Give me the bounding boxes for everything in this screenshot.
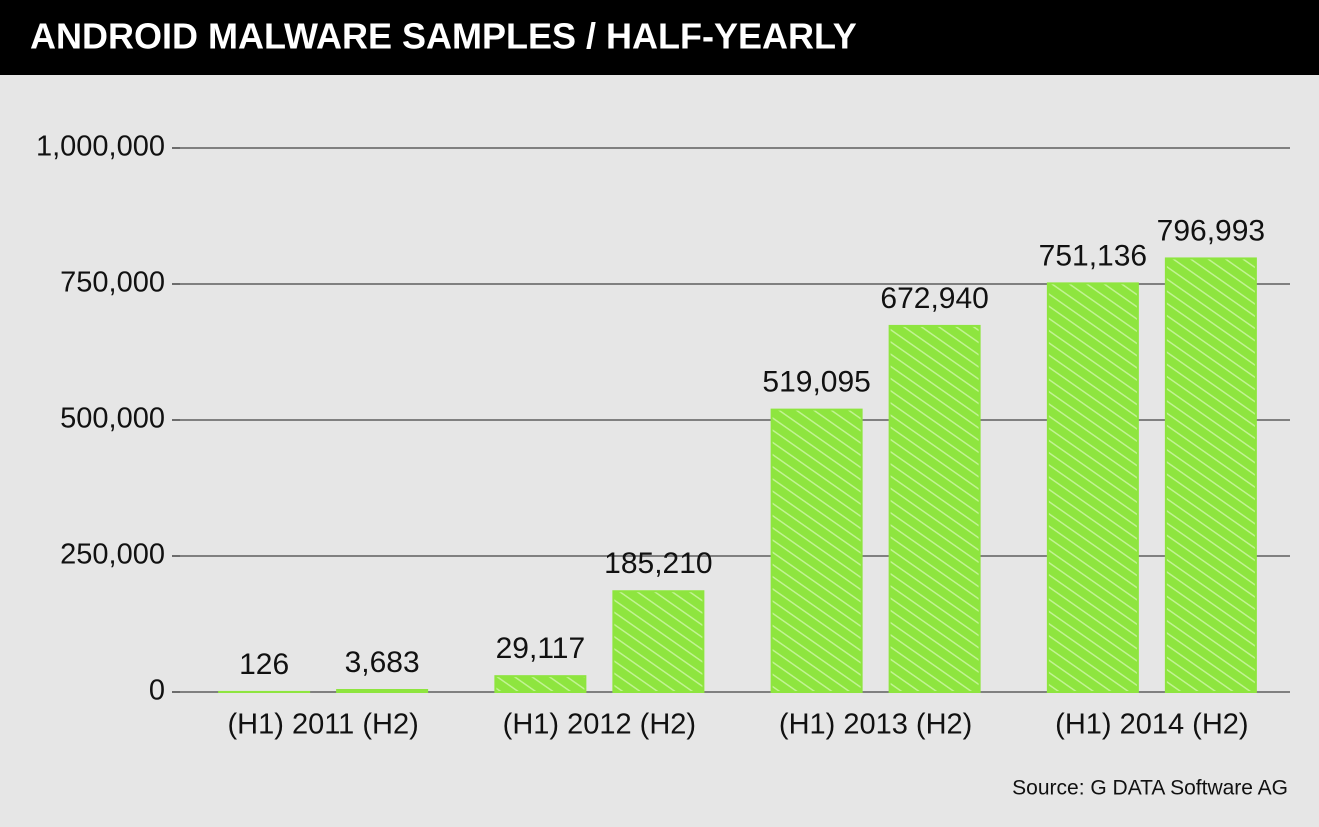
- x-tick-label: (H1) 2013 (H2): [779, 709, 972, 741]
- bar: [888, 324, 981, 693]
- bar: [770, 408, 863, 693]
- bar: [1046, 282, 1139, 693]
- x-tick-label: (H1) 2014 (H2): [1055, 709, 1248, 741]
- value-label: 29,117: [496, 632, 586, 665]
- chart-title: ANDROID MALWARE SAMPLES / HALF-YEARLY: [30, 16, 857, 57]
- value-label: 126: [239, 648, 289, 681]
- y-tick-label: 250,000: [60, 539, 165, 571]
- bar: [494, 675, 587, 693]
- bar: [336, 688, 429, 694]
- y-tick-label: 0: [149, 675, 165, 707]
- value-label: 3,683: [345, 646, 420, 679]
- value-label: 751,136: [1039, 239, 1147, 272]
- bar: [612, 590, 705, 694]
- y-tick-label: 500,000: [60, 403, 165, 435]
- x-tick-label: (H1) 2011 (H2): [228, 709, 419, 741]
- value-label: 796,993: [1157, 214, 1265, 247]
- value-label: 185,210: [604, 547, 712, 580]
- y-tick-label: 750,000: [60, 267, 165, 299]
- value-label: 519,095: [762, 366, 870, 399]
- title-bar: [0, 0, 1319, 75]
- x-tick-label: (H1) 2012 (H2): [503, 709, 696, 741]
- y-tick-label: 1,000,000: [36, 131, 165, 163]
- bar: [1164, 257, 1257, 693]
- value-label: 672,940: [880, 282, 988, 315]
- source: Source: G DATA Software AG: [1012, 777, 1288, 800]
